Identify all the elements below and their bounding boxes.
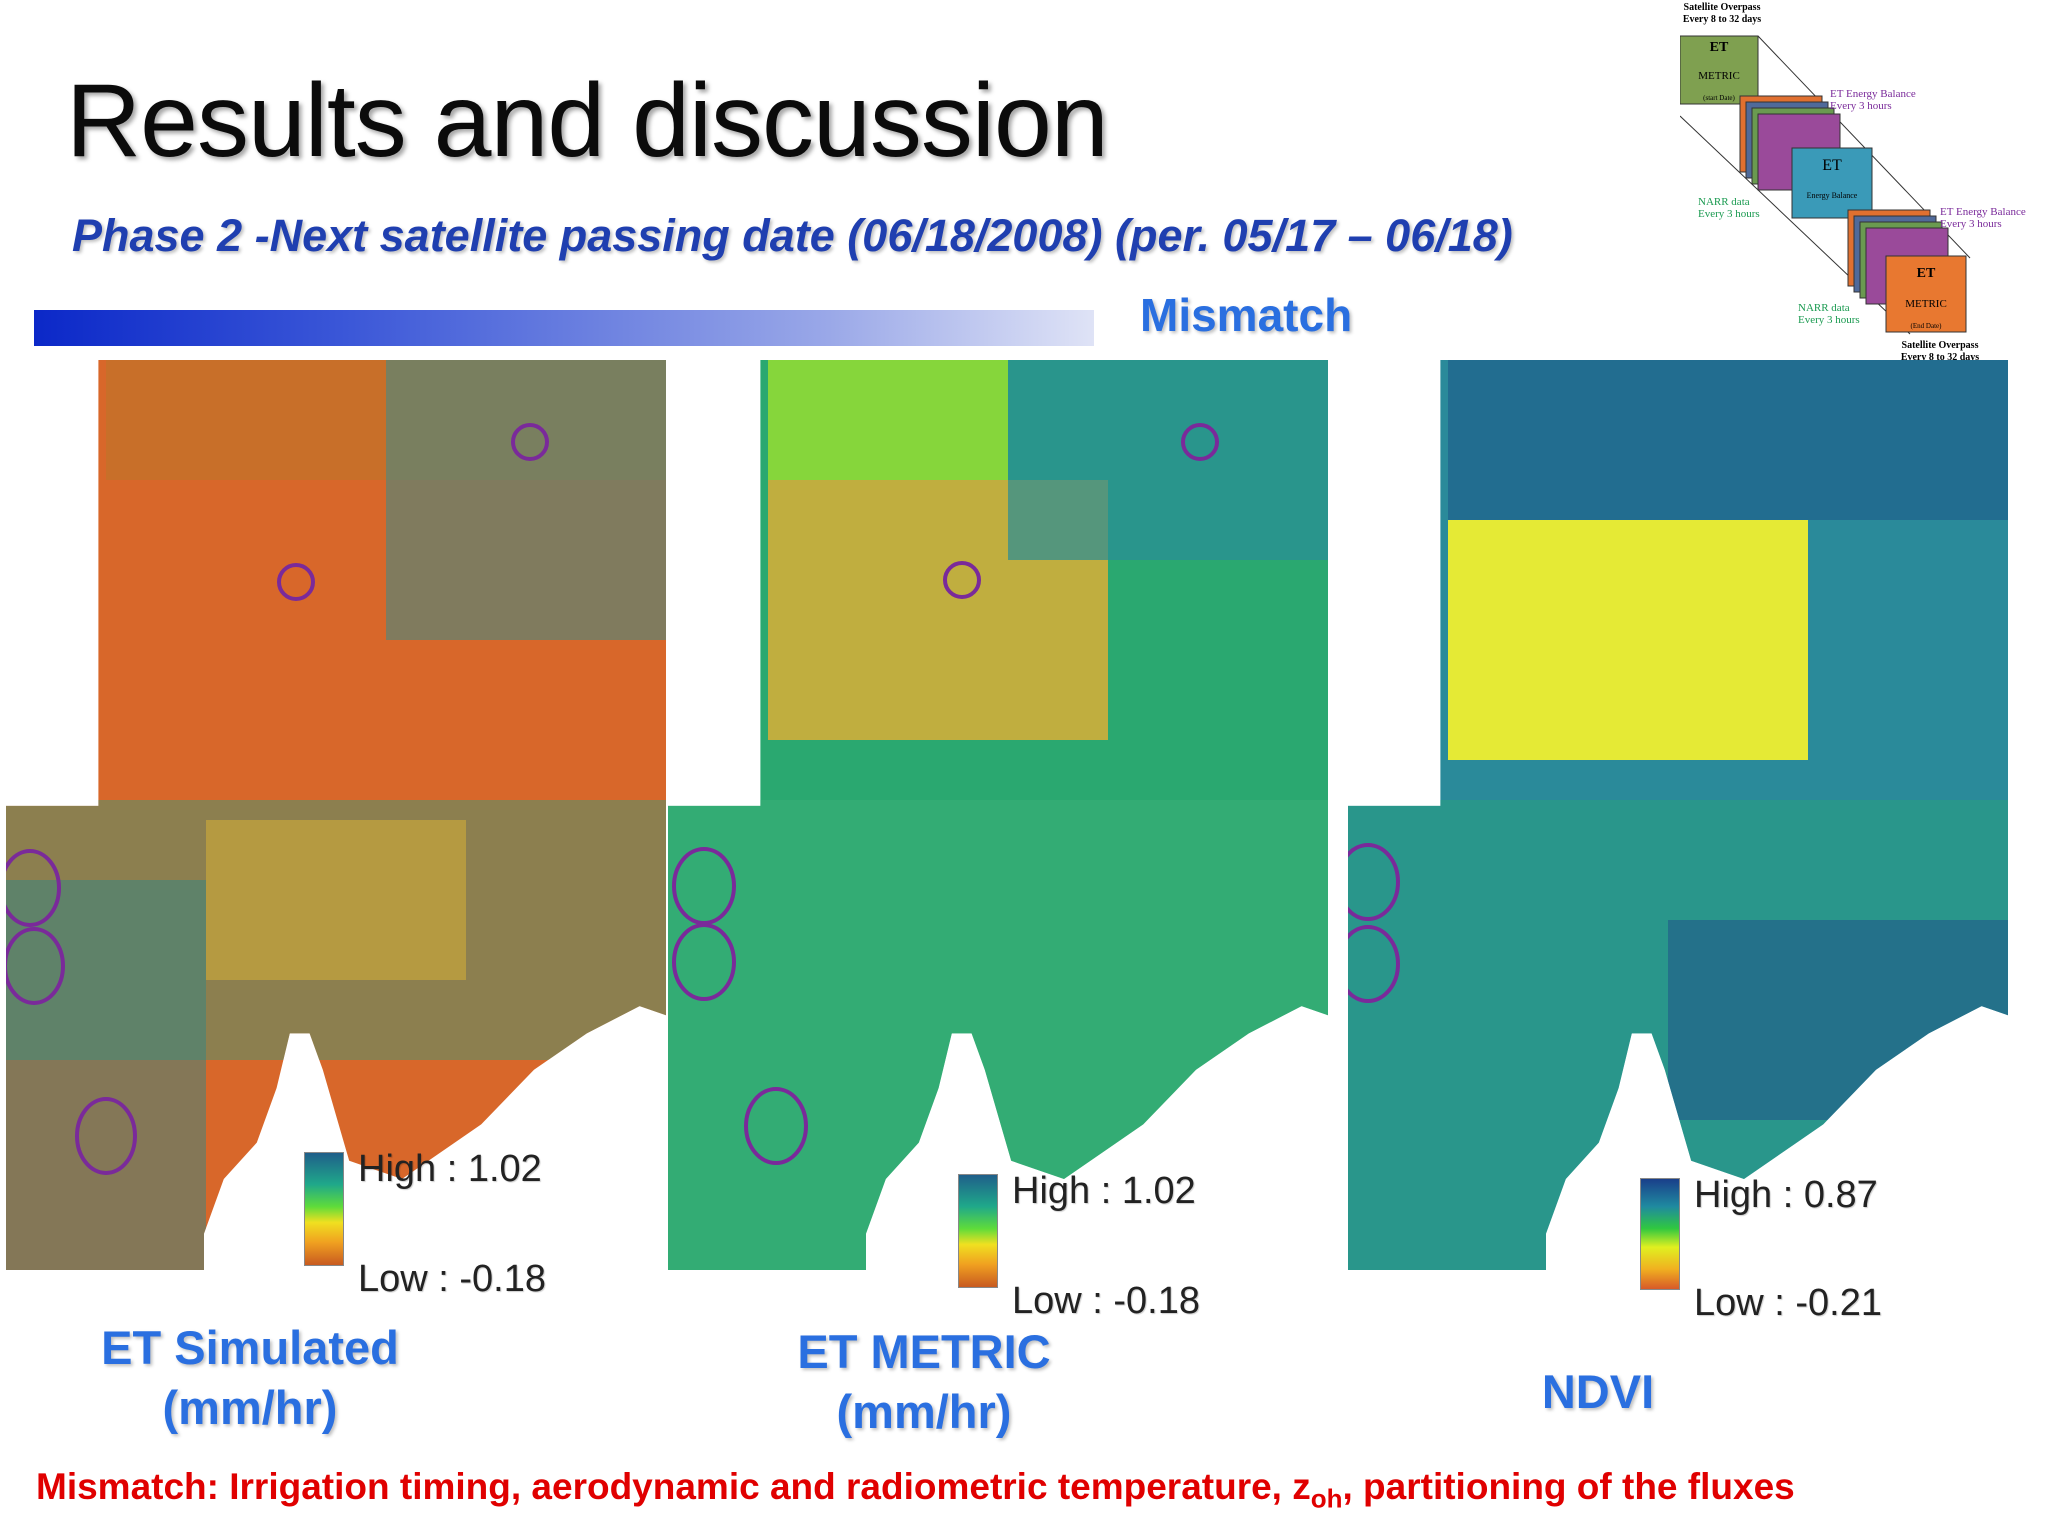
et-simulated-label: ET Simulated (mm/hr) xyxy=(50,1318,450,1438)
diagram-bottom-caption-2: Every 8 to 32 days xyxy=(1900,352,1980,363)
ndvi-legend-low: Low : -0.21 xyxy=(1694,1282,1882,1324)
workflow-diagram: Satellite Overpass Every 8 to 32 days ET… xyxy=(1679,0,2040,364)
diagram-mid-box-line1: ET xyxy=(1822,157,1842,174)
et-metric-label-line1: ET METRIC xyxy=(797,1325,1051,1378)
diagram-eb2-label-2: Every 3 hours xyxy=(1940,218,2002,230)
ndvi-legend-high: High : 0.87 xyxy=(1694,1174,1878,1216)
footnote-text-after: , partitioning of the fluxes xyxy=(1342,1466,1795,1507)
diagram-narr2-2: Every 3 hours xyxy=(1798,314,1860,326)
ndvi-map-image xyxy=(1348,360,2008,1270)
et-metric-label-line2: (mm/hr) xyxy=(836,1385,1012,1438)
slide-title: Results and discussion xyxy=(66,63,1109,179)
et-metric-legend-high: High : 1.02 xyxy=(1012,1170,1196,1212)
diagram-narr2-1: NARR data xyxy=(1798,302,1850,314)
et-simulated-legend-high: High : 1.02 xyxy=(358,1148,542,1190)
diagram-bottom-caption-1: Satellite Overpass xyxy=(1901,340,1979,351)
et-simulated-map-image xyxy=(6,360,666,1270)
diagram-box3-line3: (End Date) xyxy=(1910,322,1942,330)
et-metric-legend-low: Low : -0.18 xyxy=(1012,1280,1200,1322)
ndvi-label-line1: NDVI xyxy=(1541,1365,1655,1418)
et-simulated-label-line2: (mm/hr) xyxy=(162,1381,338,1434)
et-metric-map-image xyxy=(668,360,1328,1270)
et-simulated-label-line1: ET Simulated xyxy=(101,1321,399,1374)
ndvi-map xyxy=(1348,360,2008,1270)
diagram-narr-2: Every 3 hours xyxy=(1698,208,1760,220)
mismatch-header: Mismatch xyxy=(1140,289,1353,341)
title-underline-bar xyxy=(34,310,1094,346)
diagram-box3-line2: METRIC xyxy=(1905,298,1947,310)
workflow-diagram-graphic xyxy=(1679,35,1971,335)
diagram-eb-label-2: Every 3 hours xyxy=(1830,100,1892,112)
footnote-subscript: oh xyxy=(1310,1483,1343,1514)
diagram-mid-box-line2: Energy Balance xyxy=(1806,191,1858,200)
diagram-narr-1: NARR data xyxy=(1698,196,1750,208)
et-metric-label: ET METRIC (mm/hr) xyxy=(724,1322,1124,1442)
et-simulated-legend-low: Low : -0.18 xyxy=(358,1258,546,1300)
et-metric-legend-ramp xyxy=(958,1174,998,1288)
diagram-top-caption-2: Every 8 to 32 days xyxy=(1682,14,1762,25)
diagram-box3-line1: ET xyxy=(1916,266,1936,281)
et-simulated-legend-ramp xyxy=(304,1152,344,1266)
diagram-box1-line1: ET xyxy=(1709,40,1729,55)
diagram-box1-line3: (start Date) xyxy=(1703,94,1735,102)
slide-subtitle: Phase 2 -Next satellite passing date (06… xyxy=(72,210,1513,261)
diagram-box1-line2: METRIC xyxy=(1698,70,1740,82)
diagram-top-caption-1: Satellite Overpass xyxy=(1683,2,1761,13)
footnote-text-before: Mismatch: Irrigation timing, aerodynamic… xyxy=(36,1466,1311,1507)
et-metric-map xyxy=(668,360,1328,1270)
ndvi-label: NDVI xyxy=(1398,1362,1798,1422)
ndvi-legend-ramp xyxy=(1640,1178,1680,1290)
diagram-eb-label-1: ET Energy Balance xyxy=(1830,88,1916,100)
diagram-eb2-label-1: ET Energy Balance xyxy=(1940,206,2026,218)
mismatch-footnote: Mismatch: Irrigation timing, aerodynamic… xyxy=(36,1466,1795,1514)
et-simulated-map xyxy=(6,360,666,1270)
